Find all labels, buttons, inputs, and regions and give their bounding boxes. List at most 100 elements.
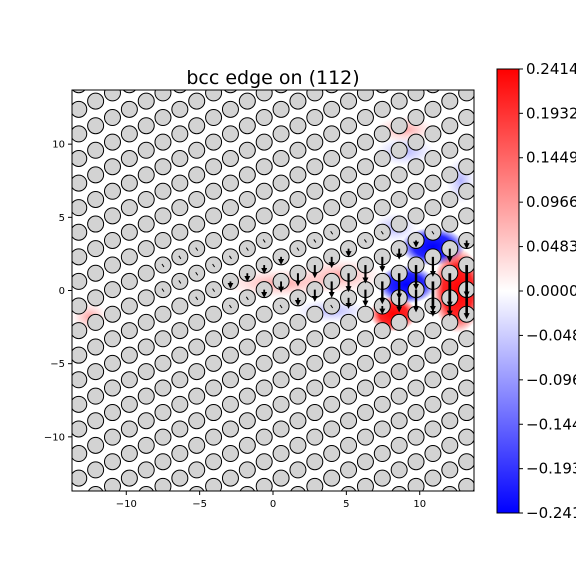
atom (205, 477, 223, 491)
colorbar-tick-label: 0.0483 (526, 238, 576, 256)
atom (356, 379, 374, 397)
atom (172, 495, 188, 511)
displacement-arrow (262, 239, 266, 243)
atom (137, 264, 155, 282)
atom (424, 322, 442, 340)
atom (120, 272, 138, 290)
atom (323, 420, 341, 438)
atom (223, 90, 238, 94)
atom (391, 486, 407, 491)
atom (458, 133, 474, 151)
atom (407, 182, 425, 200)
atom (87, 117, 105, 135)
atom (188, 313, 206, 331)
atom (272, 420, 290, 438)
atom (306, 158, 324, 176)
atom (390, 166, 408, 184)
atom (255, 182, 273, 200)
arrow-layer (161, 230, 470, 320)
atom (255, 90, 273, 102)
atom (72, 90, 86, 94)
atom (103, 453, 121, 471)
atom (238, 141, 256, 159)
y-axis: −10 −5 0 5 10 (44, 140, 72, 443)
atom (272, 223, 290, 241)
atom (373, 469, 391, 487)
atom (103, 109, 121, 127)
atom (289, 436, 307, 454)
displacement-arrow (330, 304, 334, 309)
atom (272, 445, 290, 463)
atom (154, 182, 172, 200)
atom (441, 436, 459, 454)
atom (373, 371, 391, 389)
colorbar-tick-label: 0.1932 (526, 104, 576, 122)
atom (188, 92, 206, 110)
atom (120, 199, 138, 217)
atom (441, 338, 459, 356)
atom (120, 125, 138, 143)
atom (103, 305, 121, 323)
y-tick-label: −5 (50, 359, 65, 370)
atom (154, 305, 172, 323)
atom (390, 215, 408, 233)
atom (238, 117, 256, 135)
atom (324, 495, 340, 511)
atom (323, 371, 341, 389)
atom (221, 223, 239, 241)
atom (323, 125, 341, 143)
atom (222, 495, 238, 511)
atom (289, 412, 307, 430)
atom (103, 354, 121, 372)
atom (458, 379, 474, 397)
atom (407, 354, 425, 372)
colorbar-tick-label: 0.1449 (526, 149, 576, 167)
atom (289, 117, 307, 135)
atom (306, 404, 324, 422)
atom (458, 90, 474, 102)
atom (289, 141, 307, 159)
atom (306, 330, 324, 348)
x-axis: −10 −5 0 5 10 (116, 491, 426, 510)
chart-title: bcc edge on (112) (186, 67, 359, 89)
atom (356, 404, 374, 422)
atom (87, 215, 105, 233)
atom (356, 109, 374, 127)
atom (340, 387, 358, 405)
atom (340, 92, 358, 110)
colorbar: 0.2414 0.1932 0.1449 0.0966 0.0483 0.0000 −0.0… (496, 60, 576, 522)
atom (356, 90, 374, 102)
atom (171, 322, 189, 340)
atom (72, 248, 88, 266)
atom (390, 190, 408, 208)
displacement-arrow (178, 280, 182, 284)
atom (424, 149, 442, 167)
colorbar-gradient (497, 69, 519, 513)
atom (137, 387, 155, 405)
atom (373, 100, 391, 118)
atom (154, 133, 172, 151)
atom-layer (72, 90, 474, 511)
atom (205, 90, 223, 102)
atom (120, 297, 138, 315)
atom (407, 404, 425, 422)
colorbar-tick-label: −0.1449 (526, 415, 576, 433)
atom (375, 90, 389, 94)
atom (407, 109, 425, 127)
atom (238, 215, 256, 233)
atom (205, 404, 223, 422)
atom (290, 486, 306, 491)
atom (356, 182, 374, 200)
atom (458, 109, 474, 127)
atom (188, 338, 206, 356)
atom (426, 90, 440, 94)
atom (272, 346, 290, 364)
atom (171, 420, 189, 438)
atom (340, 215, 358, 233)
atom (103, 90, 121, 102)
atom (238, 190, 256, 208)
atom (171, 445, 189, 463)
atom (221, 469, 239, 487)
displacement-arrow (245, 296, 249, 301)
atom (205, 133, 223, 151)
